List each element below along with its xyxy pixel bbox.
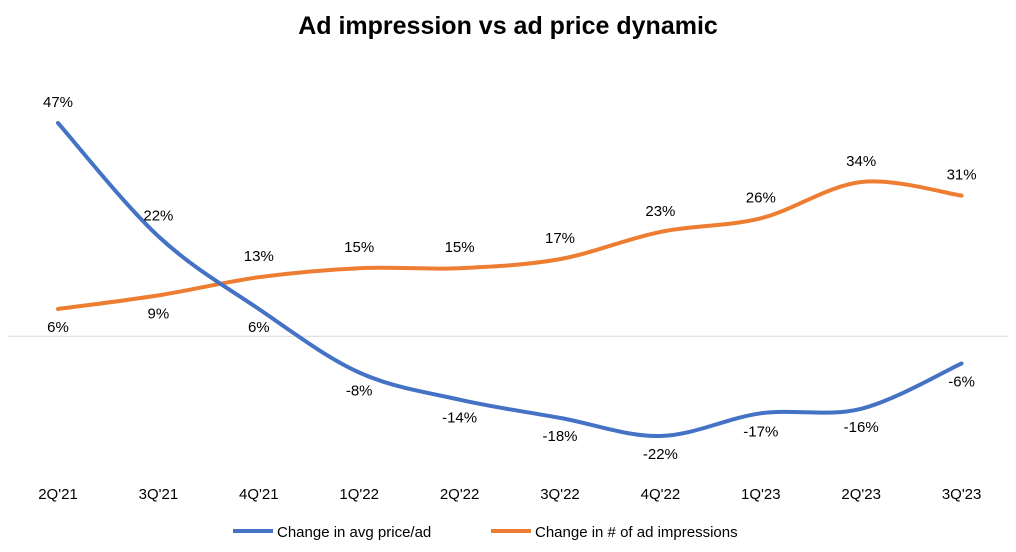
avg-price-data-label: 22% xyxy=(143,207,173,224)
x-tick-label: 1Q'23 xyxy=(741,486,781,503)
avg-price-data-label: -18% xyxy=(542,428,577,445)
series-line-ad-impressions xyxy=(56,179,964,311)
ad-impressions-data-label: 6% xyxy=(47,319,69,336)
x-axis: 2Q'21 3Q'21 4Q'21 1Q'22 2Q'22 3Q'22 4Q'22 1Q'23… xyxy=(38,486,981,503)
ad-impressions-data-label: 15% xyxy=(344,239,374,256)
legend-item-ad-impressions: Change in # of ad impressions xyxy=(491,524,738,541)
ad-impressions-data-label: 13% xyxy=(244,248,274,265)
x-tick-label: 3Q'21 xyxy=(139,486,179,503)
avg-price-data-label: 47% xyxy=(43,94,73,111)
series-line-avg-price xyxy=(56,121,964,439)
legend-label: Change in # of ad impressions xyxy=(535,524,738,541)
ad-impressions-data-label: 34% xyxy=(846,153,876,170)
x-tick-label: 2Q'21 xyxy=(38,486,78,503)
ad-impressions-data-label: 9% xyxy=(148,305,170,322)
ad-impressions-data-label: 17% xyxy=(545,230,575,247)
legend-item-avg-price: Change in avg price/ad xyxy=(233,524,431,541)
x-tick-label: 2Q'23 xyxy=(841,486,881,503)
ad-impressions-data-label: 15% xyxy=(445,239,475,256)
x-tick-label: 1Q'22 xyxy=(339,486,379,503)
avg-price-data-label: -17% xyxy=(743,423,778,440)
series-layer xyxy=(56,121,964,439)
avg-price-data-label: -22% xyxy=(643,446,678,463)
ad-impressions-data-label: 31% xyxy=(947,167,977,184)
ad-impressions-data-label: 23% xyxy=(645,203,675,220)
legend-label: Change in avg price/ad xyxy=(277,524,431,541)
x-tick-label: 4Q'22 xyxy=(641,486,681,503)
avg-price-data-label: -16% xyxy=(844,419,879,436)
avg-price-data-label: -8% xyxy=(346,382,373,399)
chart-title: Ad impression vs ad price dynamic xyxy=(298,12,718,40)
data-labels: 47% 22% 6% -8% -14% -18% -22% -17% -16% -6% 6% 9% 13… xyxy=(43,94,977,463)
avg-price-data-label: -14% xyxy=(442,410,477,427)
legend: Change in avg price/ad Change in # of ad … xyxy=(233,524,738,541)
x-tick-label: 2Q'22 xyxy=(440,486,480,503)
x-tick-label: 3Q'23 xyxy=(942,486,982,503)
ad-impressions-data-label: 26% xyxy=(746,189,776,206)
x-tick-label: 3Q'22 xyxy=(540,486,580,503)
x-tick-label: 4Q'21 xyxy=(239,486,279,503)
avg-price-data-label: 6% xyxy=(248,319,270,336)
avg-price-data-label: -6% xyxy=(948,373,975,390)
